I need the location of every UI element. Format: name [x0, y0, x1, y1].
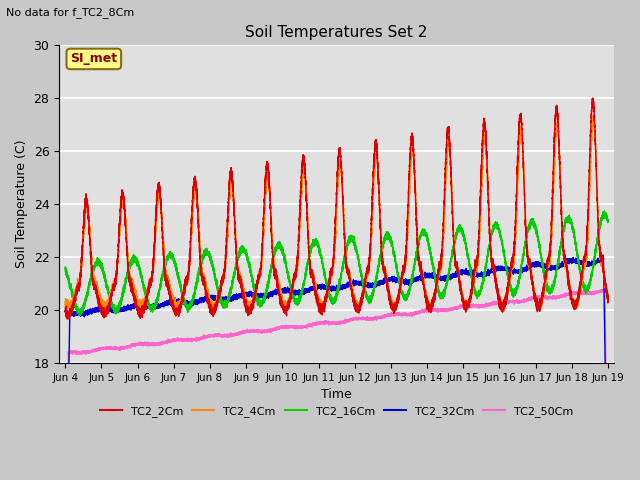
TC2_4Cm	[84, 213, 92, 218]
TC2_32Cm	[480, 271, 488, 276]
TC2_2Cm	[165, 285, 173, 291]
TC2_32Cm	[84, 309, 92, 315]
Text: No data for f_TC2_8Cm: No data for f_TC2_8Cm	[6, 7, 134, 18]
TC2_32Cm	[165, 299, 173, 304]
TC2_4Cm	[389, 309, 397, 314]
TC2_2Cm	[401, 267, 408, 273]
TC2_50Cm	[84, 348, 92, 354]
TC2_16Cm	[600, 208, 608, 214]
TC2_32Cm	[599, 252, 607, 258]
Title: Soil Temperatures Set 2: Soil Temperatures Set 2	[246, 24, 428, 39]
TC2_50Cm	[165, 339, 173, 345]
TC2_2Cm	[541, 277, 549, 283]
TC2_32Cm	[447, 276, 454, 282]
TC2_50Cm	[541, 293, 549, 299]
TC2_2Cm	[447, 160, 454, 166]
TC2_2Cm	[61, 309, 69, 314]
TC2_16Cm	[447, 258, 454, 264]
TC2_16Cm	[61, 266, 69, 272]
TC2_16Cm	[401, 296, 408, 302]
TC2_4Cm	[61, 301, 69, 307]
Line: TC2_16Cm: TC2_16Cm	[65, 211, 608, 315]
TC2_16Cm	[604, 217, 612, 223]
Legend: TC2_2Cm, TC2_4Cm, TC2_16Cm, TC2_32Cm, TC2_50Cm: TC2_2Cm, TC2_4Cm, TC2_16Cm, TC2_32Cm, TC…	[95, 401, 578, 421]
TC2_50Cm	[401, 312, 408, 318]
TC2_50Cm	[601, 286, 609, 291]
TC2_16Cm	[165, 254, 173, 260]
TC2_16Cm	[84, 288, 92, 293]
TC2_4Cm	[604, 297, 612, 303]
TC2_32Cm	[541, 263, 549, 268]
TC2_4Cm	[165, 282, 173, 288]
TC2_16Cm	[541, 279, 549, 285]
Text: SI_met: SI_met	[70, 52, 117, 65]
X-axis label: Time: Time	[321, 388, 352, 401]
TC2_2Cm	[589, 95, 596, 101]
TC2_16Cm	[480, 278, 488, 284]
TC2_50Cm	[480, 303, 488, 309]
TC2_2Cm	[480, 123, 488, 129]
TC2_2Cm	[65, 316, 72, 322]
Line: TC2_2Cm: TC2_2Cm	[65, 98, 608, 319]
TC2_4Cm	[401, 265, 408, 271]
Line: TC2_4Cm: TC2_4Cm	[65, 117, 608, 312]
TC2_4Cm	[589, 114, 596, 120]
TC2_16Cm	[76, 312, 84, 318]
TC2_32Cm	[401, 278, 408, 284]
TC2_2Cm	[604, 294, 612, 300]
TC2_2Cm	[84, 208, 92, 214]
TC2_4Cm	[480, 140, 488, 146]
TC2_4Cm	[541, 278, 549, 284]
Line: TC2_32Cm: TC2_32Cm	[65, 255, 608, 480]
TC2_50Cm	[447, 306, 454, 312]
Line: TC2_50Cm: TC2_50Cm	[65, 288, 608, 480]
Y-axis label: Soil Temperature (C): Soil Temperature (C)	[15, 140, 28, 268]
TC2_4Cm	[447, 164, 454, 169]
